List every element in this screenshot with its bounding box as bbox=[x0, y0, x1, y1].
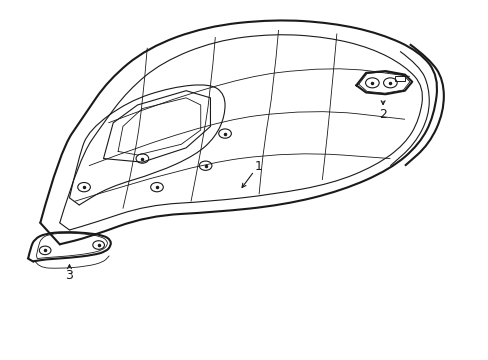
Bar bbox=[394, 76, 404, 81]
Text: 3: 3 bbox=[65, 269, 73, 282]
Text: 2: 2 bbox=[378, 108, 386, 121]
Text: 1: 1 bbox=[255, 160, 263, 173]
